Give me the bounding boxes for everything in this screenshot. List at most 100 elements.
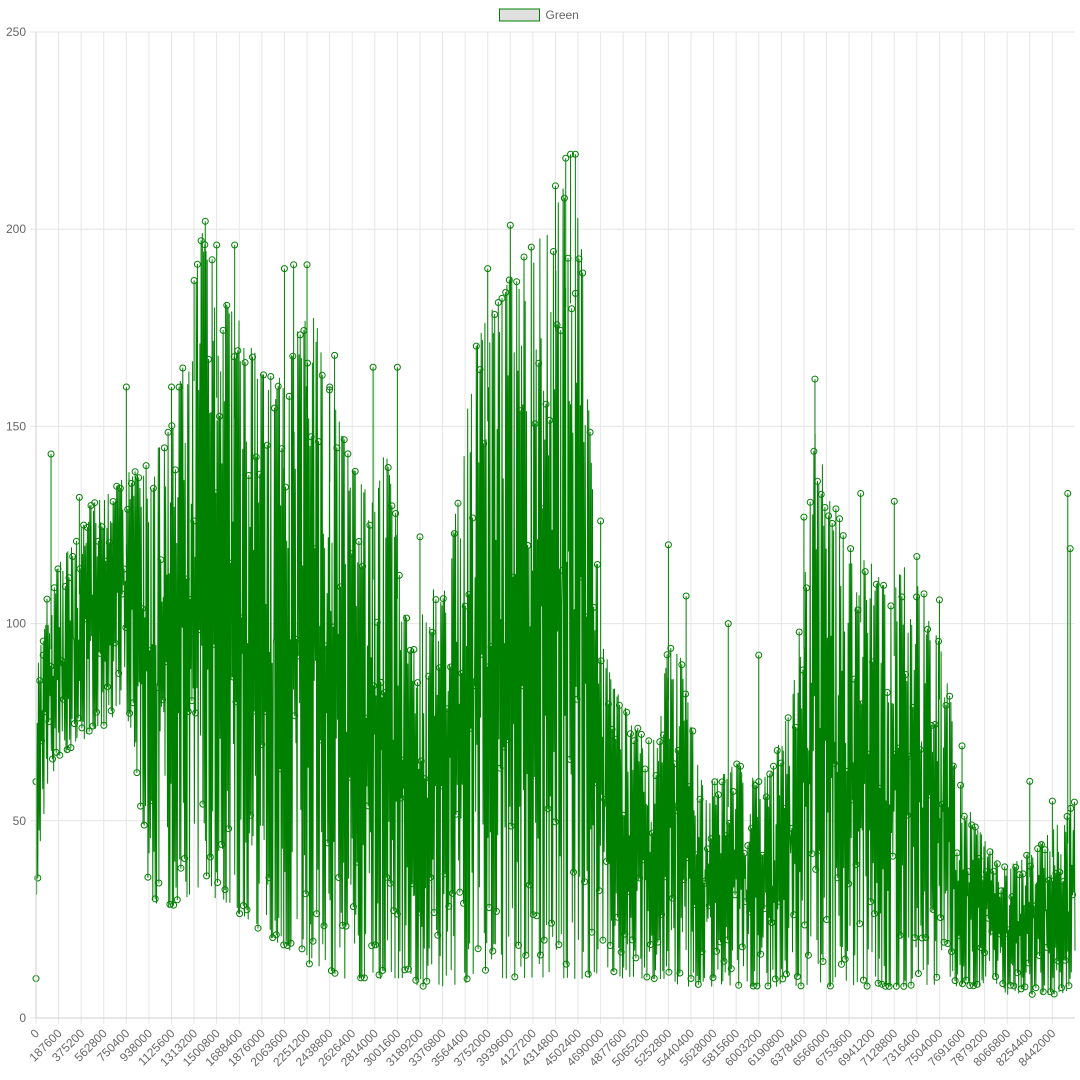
- series-point: [460, 899, 467, 907]
- series-point: [250, 707, 258, 715]
- series-point: [808, 850, 816, 858]
- series-point: [324, 839, 332, 847]
- series-point: [256, 470, 264, 478]
- series-point: [656, 738, 664, 746]
- series-point: [577, 573, 585, 581]
- peak-point: [1064, 489, 1072, 497]
- series-point: [500, 743, 508, 751]
- series-point: [533, 912, 541, 920]
- series-point: [696, 795, 704, 803]
- series-point: [245, 472, 253, 479]
- series-point: [71, 720, 78, 728]
- series-point: [135, 474, 143, 482]
- series-point: [311, 545, 319, 553]
- legend-label-green[interactable]: Green: [546, 8, 579, 22]
- series-point: [881, 982, 889, 990]
- series-point: [634, 724, 642, 732]
- series-point: [911, 934, 919, 942]
- series-point: [219, 326, 227, 334]
- series-point: [395, 571, 403, 579]
- series-point: [203, 872, 211, 880]
- series-point: [848, 796, 856, 804]
- series-point: [863, 982, 871, 990]
- series-point: [645, 737, 653, 745]
- series-point: [80, 521, 88, 529]
- series-point: [230, 353, 238, 361]
- y-tick-label: 100: [6, 617, 26, 631]
- series-point: [437, 782, 445, 790]
- series-point: [670, 760, 678, 768]
- series-point: [397, 794, 405, 802]
- series-point: [489, 947, 497, 955]
- series-point: [212, 489, 220, 497]
- peak-point: [682, 592, 690, 600]
- series-point: [181, 855, 189, 862]
- series-point: [129, 699, 137, 707]
- series-point: [85, 727, 93, 735]
- peak-point: [913, 553, 921, 561]
- peak-point: [935, 596, 943, 604]
- series-point: [636, 874, 644, 882]
- series-point: [393, 910, 401, 918]
- series-point: [957, 781, 965, 789]
- series-point: [1021, 983, 1029, 991]
- series-point: [241, 359, 249, 366]
- legend[interactable]: Green: [499, 8, 579, 22]
- series-point: [151, 895, 159, 903]
- peak-point: [122, 383, 130, 391]
- peak-point: [597, 517, 605, 525]
- series-point: [1012, 863, 1020, 871]
- series-point: [1014, 969, 1021, 977]
- series-point: [197, 237, 205, 245]
- peak-point: [958, 742, 966, 750]
- peak-point: [39, 651, 47, 659]
- series-point: [56, 751, 64, 759]
- series-point: [549, 248, 557, 255]
- series-point: [461, 602, 469, 610]
- series-point: [632, 954, 640, 962]
- series-point: [880, 581, 888, 589]
- series-point: [430, 909, 438, 916]
- series-point: [713, 947, 721, 955]
- series-point: [320, 922, 328, 930]
- series-point: [612, 735, 620, 743]
- series-point: [153, 684, 161, 692]
- series-point: [504, 736, 511, 744]
- series-point: [449, 889, 456, 897]
- series-point: [104, 683, 111, 691]
- series-point: [900, 982, 908, 990]
- series-point: [182, 575, 190, 583]
- series-point: [175, 383, 183, 391]
- series-point: [49, 755, 56, 763]
- series-point: [1017, 985, 1025, 993]
- series-point: [604, 700, 612, 708]
- peak-point: [567, 150, 575, 158]
- series-point: [643, 973, 651, 981]
- series-point: [922, 934, 930, 941]
- peak-point: [303, 261, 311, 269]
- series-point: [309, 937, 317, 945]
- series-point: [790, 911, 798, 919]
- series-point: [67, 744, 75, 752]
- series-point: [601, 796, 609, 804]
- legend-swatch-green[interactable]: [499, 8, 540, 22]
- series-point: [126, 709, 134, 717]
- peak-point: [369, 363, 377, 371]
- series-point: [298, 945, 306, 953]
- y-tick-label: 250: [6, 25, 26, 39]
- peak-point: [1066, 545, 1074, 553]
- series-point: [507, 822, 515, 830]
- series-point: [916, 746, 924, 754]
- series-point: [155, 879, 163, 887]
- series-point: [190, 517, 198, 525]
- series-point: [1069, 891, 1077, 899]
- series-point: [417, 757, 425, 765]
- series-point: [502, 288, 510, 296]
- series-point: [38, 737, 45, 745]
- series-point: [254, 924, 262, 932]
- series-point: [1032, 984, 1040, 992]
- series-point: [861, 568, 869, 576]
- series-point: [115, 669, 123, 677]
- series-point: [764, 982, 772, 990]
